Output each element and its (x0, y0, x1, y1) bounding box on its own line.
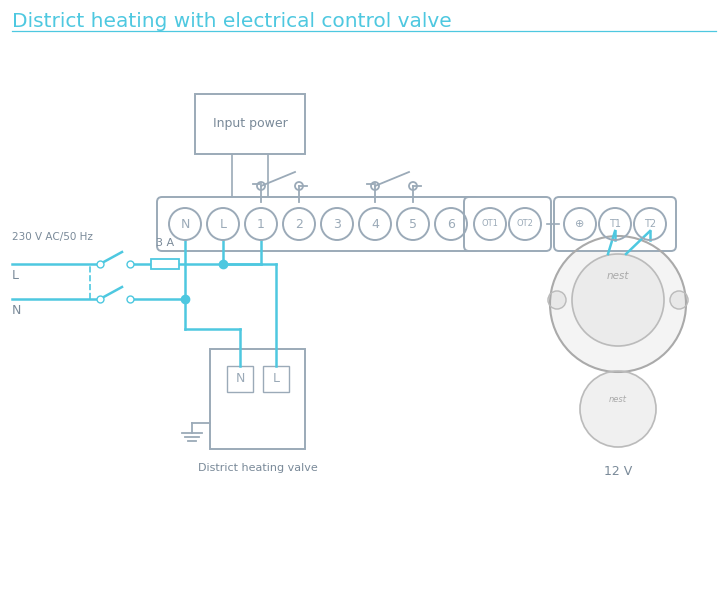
Text: nest: nest (606, 271, 629, 281)
Circle shape (670, 291, 688, 309)
Text: Input power: Input power (213, 118, 288, 131)
FancyBboxPatch shape (554, 197, 676, 251)
Text: ⊕: ⊕ (575, 219, 585, 229)
Text: 3 A: 3 A (156, 238, 174, 248)
Text: 230 V AC/50 Hz: 230 V AC/50 Hz (12, 232, 93, 242)
Text: 4: 4 (371, 217, 379, 230)
Text: OT1: OT1 (481, 220, 499, 229)
Text: nest: nest (609, 394, 627, 403)
Text: 6: 6 (447, 217, 455, 230)
FancyBboxPatch shape (210, 349, 306, 449)
FancyBboxPatch shape (227, 366, 253, 392)
Text: 5: 5 (409, 217, 417, 230)
Text: 3: 3 (333, 217, 341, 230)
FancyBboxPatch shape (195, 94, 305, 154)
Text: L: L (12, 269, 19, 282)
Text: N: N (181, 217, 190, 230)
Text: District heating with electrical control valve: District heating with electrical control… (12, 12, 452, 31)
Text: 12 V: 12 V (604, 465, 632, 478)
Text: District heating valve: District heating valve (198, 463, 318, 473)
Text: OT2: OT2 (517, 220, 534, 229)
Circle shape (572, 254, 664, 346)
FancyBboxPatch shape (157, 197, 479, 251)
Circle shape (580, 371, 656, 447)
Text: L: L (220, 217, 226, 230)
Text: N: N (12, 304, 21, 317)
FancyBboxPatch shape (151, 259, 179, 269)
Text: 2: 2 (295, 217, 303, 230)
FancyBboxPatch shape (263, 366, 289, 392)
Text: L: L (272, 372, 280, 386)
Text: 1: 1 (257, 217, 265, 230)
Text: T2: T2 (644, 219, 656, 229)
Circle shape (550, 236, 686, 372)
Text: N: N (235, 372, 245, 386)
Circle shape (548, 291, 566, 309)
Text: T1: T1 (609, 219, 621, 229)
FancyBboxPatch shape (464, 197, 551, 251)
